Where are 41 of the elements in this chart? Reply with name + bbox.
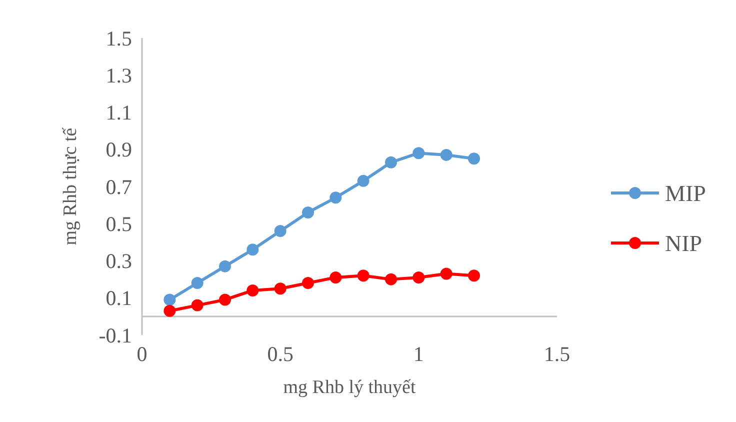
point <box>330 271 342 284</box>
y-tick-label: 0.1 <box>106 286 132 310</box>
y-tick-label: 0.9 <box>106 138 132 162</box>
point <box>468 270 480 282</box>
point <box>357 270 370 282</box>
y-axis-title: mg Rhb thực tế <box>60 127 81 246</box>
y-tick-label: 0.3 <box>106 249 132 274</box>
x-tick-label: 0.5 <box>267 342 294 366</box>
point <box>385 156 397 168</box>
y-tick-label: 0.5 <box>106 212 132 236</box>
x-axis-title: mg Rhb lý thuyết <box>283 377 416 398</box>
y-tick-label: 1.1 <box>106 100 132 125</box>
point <box>302 206 314 218</box>
point <box>164 304 176 317</box>
point <box>440 148 452 161</box>
point <box>219 294 231 306</box>
point <box>246 284 259 296</box>
x-tick-label: 1.5 <box>544 342 570 366</box>
point <box>468 152 480 165</box>
point <box>412 271 425 284</box>
y-tick-label: 0.7 <box>106 174 132 199</box>
point <box>274 225 286 238</box>
point <box>330 192 342 204</box>
point <box>164 294 176 306</box>
point <box>246 244 259 256</box>
point <box>412 147 425 160</box>
y-tick-label: 1.5 <box>106 26 132 50</box>
y-tick-label: -0.1 <box>98 323 132 348</box>
legend-label: NIP <box>665 231 702 256</box>
point <box>440 268 452 280</box>
point <box>357 174 370 187</box>
point <box>274 282 286 295</box>
point <box>385 273 397 286</box>
y-tick-label: 1.3 <box>106 63 132 88</box>
point <box>191 277 204 290</box>
point <box>191 299 204 312</box>
point <box>302 277 314 290</box>
point <box>219 260 231 272</box>
legend-label: MIP <box>665 181 706 206</box>
x-tick-label: 1 <box>413 342 424 366</box>
x-tick-label: 0 <box>136 342 148 366</box>
